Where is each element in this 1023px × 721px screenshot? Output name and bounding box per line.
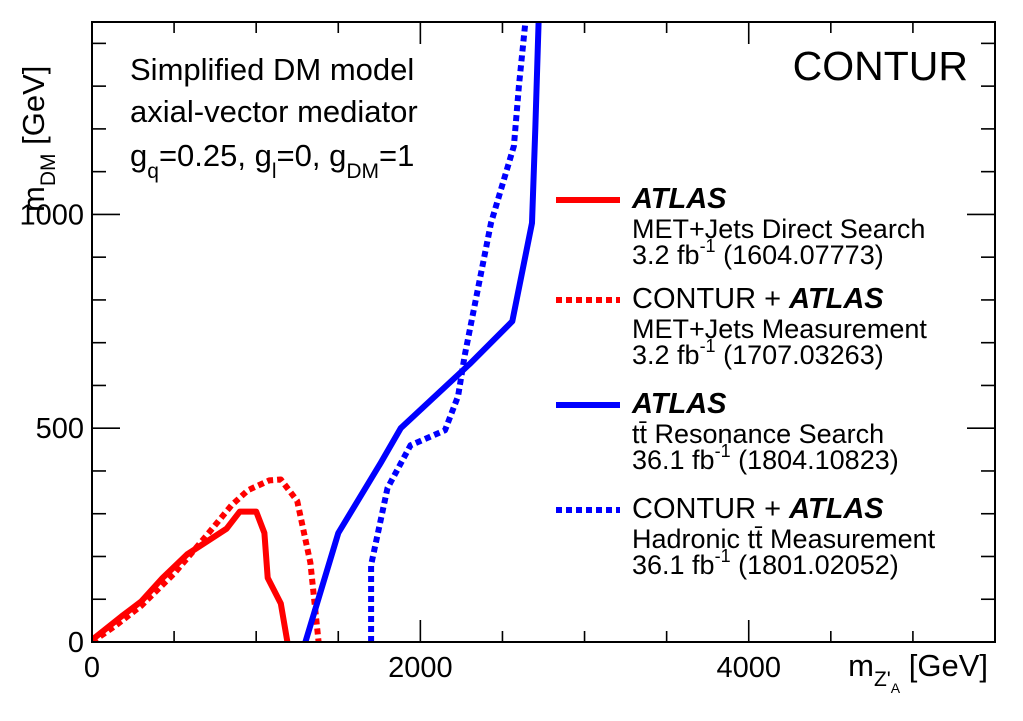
- plot-frame: [91, 21, 996, 643]
- series-line-3: [302, 22, 542, 642]
- coupling-q-rest: =0.25,: [159, 138, 255, 173]
- legend-header-bold: ATLAS: [631, 388, 727, 420]
- legend-entry: ATLAS tt̄ Resonance Search 36.1 fb-1 (18…: [556, 388, 899, 475]
- legend-description: MET+Jets Measurement: [632, 314, 927, 344]
- x-label-base: m: [848, 648, 874, 683]
- series-line-1: [92, 508, 291, 642]
- legend-description: MET+Jets Direct Search: [632, 214, 925, 244]
- legend-header: ATLAS: [631, 183, 727, 215]
- legend-header: CONTUR + ATLAS: [632, 283, 884, 315]
- legend-ref: (1707.03263): [716, 340, 884, 370]
- x-tick-label: 4000: [716, 652, 781, 684]
- legend-lumi-sup: -1: [715, 441, 731, 461]
- x-tick-label: 2000: [388, 652, 453, 684]
- legend-luminosity: 3.2 fb-1 (1707.03263): [632, 336, 884, 370]
- legend-luminosity: 36.1 fb-1 (1804.10823): [632, 441, 899, 475]
- x-axis-label: mZ'A [GeV]: [848, 648, 988, 696]
- legend-header-prefix: CONTUR +: [632, 283, 789, 315]
- legend: ATLAS MET+Jets Direct Search 3.2 fb-1 (1…: [556, 183, 936, 580]
- y-tick-label: 500: [36, 413, 84, 445]
- legend-description: Hadronic tt̄ Measurement: [632, 524, 936, 554]
- axis-ticks: [91, 22, 996, 643]
- annotation-couplings: gq=0.25, gl=0, gDM=1: [130, 138, 414, 183]
- y-tick-label: 1000: [19, 199, 84, 231]
- legend-luminosity: 3.2 fb-1 (1604.07773): [632, 236, 884, 270]
- legend-lumi: 3.2 fb: [632, 240, 700, 270]
- legend-header-bold: ATLAS: [631, 183, 727, 215]
- coupling-dm-base: g: [329, 138, 346, 173]
- x-label-sub: Z': [874, 668, 891, 691]
- coupling-l-rest: =0,: [277, 138, 330, 173]
- legend-lumi-sup: -1: [715, 546, 731, 566]
- coupling-q-base: g: [130, 138, 147, 173]
- legend-header-bold: ATLAS: [788, 283, 884, 315]
- legend-entry: CONTUR + ATLAS Hadronic tt̄ Measurement …: [556, 493, 936, 580]
- y-label-sub: DM: [37, 154, 60, 187]
- legend-luminosity: 36.1 fb-1 (1801.02052): [632, 546, 899, 580]
- x-tick-label: 0: [84, 652, 100, 684]
- series-line-2: [92, 476, 322, 642]
- legend-header-prefix: CONTUR +: [632, 493, 789, 525]
- annotation-line-1: Simplified DM model: [130, 52, 414, 87]
- y-tick-label: 0: [68, 627, 84, 659]
- series-line-4: [368, 22, 529, 642]
- x-label-subsub: A: [891, 680, 901, 696]
- legend-lumi-sup: -1: [700, 236, 716, 256]
- legend-ref: (1804.10823): [731, 445, 899, 475]
- x-label-unit: [GeV]: [900, 648, 988, 683]
- legend-entry: CONTUR + ATLAS MET+Jets Measurement 3.2 …: [556, 283, 927, 370]
- legend-lumi: 36.1 fb: [632, 550, 715, 580]
- legend-lumi: 36.1 fb: [632, 445, 715, 475]
- legend-header-bold: ATLAS: [788, 493, 884, 525]
- chart-title: CONTUR: [793, 43, 968, 89]
- legend-entry: ATLAS MET+Jets Direct Search 3.2 fb-1 (1…: [556, 183, 925, 270]
- legend-lumi: 3.2 fb: [632, 340, 700, 370]
- coupling-dm-sub: DM: [346, 160, 379, 183]
- legend-ref: (1801.02052): [731, 550, 899, 580]
- legend-header: ATLAS: [631, 388, 727, 420]
- coupling-q-sub: q: [147, 160, 159, 183]
- legend-header: CONTUR + ATLAS: [632, 493, 884, 525]
- series-lines: [92, 22, 542, 642]
- coupling-dm-rest: =1: [379, 138, 414, 173]
- tick-labels: 0 2000 4000 0 500 1000: [19, 199, 781, 684]
- legend-description: tt̄ Resonance Search: [632, 419, 884, 449]
- legend-ref: (1604.07773): [716, 240, 884, 270]
- coupling-l-sub: l: [272, 160, 277, 183]
- y-label-base: m: [16, 186, 51, 212]
- legend-lumi-sup: -1: [700, 336, 716, 356]
- coupling-l-base: g: [255, 138, 272, 173]
- y-label-unit: [GeV]: [16, 66, 51, 154]
- annotation-line-2: axial-vector mediator: [130, 94, 418, 129]
- y-axis-label: mDM [GeV]: [16, 66, 60, 212]
